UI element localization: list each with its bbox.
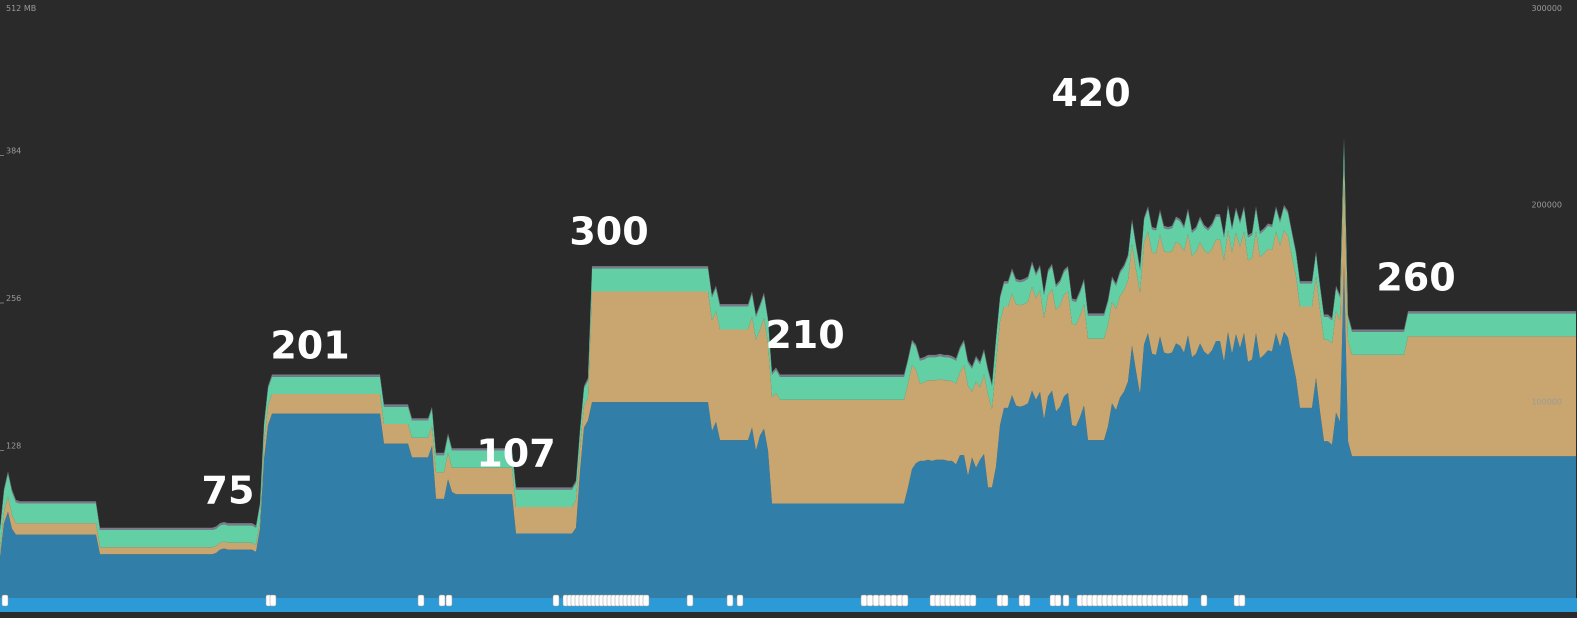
event-marker[interactable] bbox=[860, 594, 868, 607]
event-marker[interactable] bbox=[736, 594, 744, 607]
event-marker[interactable] bbox=[1, 594, 9, 607]
peak-annotation-label: 260 bbox=[1376, 255, 1455, 299]
event-marker[interactable] bbox=[1062, 594, 1070, 607]
series-areas bbox=[0, 137, 1576, 598]
peak-annotation-label: 210 bbox=[765, 313, 844, 357]
annotations: 75 201 107 300 210 420 260 bbox=[202, 71, 1456, 513]
series-area-2 bbox=[0, 162, 1576, 558]
series-area-1 bbox=[0, 263, 1576, 598]
axes: 512 MB 300000 128 256 384 100000 200000 bbox=[0, 4, 1562, 451]
event-marker[interactable] bbox=[269, 594, 277, 607]
event-marker[interactable] bbox=[726, 594, 734, 607]
event-marker[interactable] bbox=[642, 594, 650, 607]
event-marker[interactable] bbox=[884, 594, 892, 607]
event-marker[interactable] bbox=[878, 594, 886, 607]
peak-annotation-label: 201 bbox=[270, 323, 349, 367]
event-marker[interactable] bbox=[1238, 594, 1246, 607]
y-right-top-label: 300000 bbox=[1531, 4, 1562, 13]
event-marker[interactable] bbox=[1181, 594, 1189, 607]
y-left-tick-label: 256 bbox=[6, 294, 21, 303]
y-right-tick-label: 100000 bbox=[1531, 397, 1562, 406]
event-markers[interactable] bbox=[1, 594, 1246, 607]
event-marker[interactable] bbox=[872, 594, 880, 607]
event-marker[interactable] bbox=[686, 594, 694, 607]
event-marker[interactable] bbox=[866, 594, 874, 607]
event-marker[interactable] bbox=[1023, 594, 1031, 607]
peak-annotation-label: 300 bbox=[569, 209, 648, 253]
event-marker[interactable] bbox=[445, 594, 453, 607]
y-left-top-label: 512 MB bbox=[6, 4, 36, 13]
event-marker[interactable] bbox=[969, 594, 977, 607]
peak-annotation-label: 420 bbox=[1051, 71, 1130, 115]
event-marker[interactable] bbox=[1054, 594, 1062, 607]
peak-annotation-label: 107 bbox=[476, 432, 555, 476]
event-marker[interactable] bbox=[417, 594, 425, 607]
event-marker[interactable] bbox=[901, 594, 909, 607]
event-marker[interactable] bbox=[552, 594, 560, 607]
event-marker[interactable] bbox=[890, 594, 898, 607]
series-area-3 bbox=[0, 139, 1576, 551]
event-marker[interactable] bbox=[1200, 594, 1208, 607]
y-right-tick-label: 200000 bbox=[1531, 201, 1562, 210]
timeline-bar[interactable] bbox=[0, 598, 1577, 612]
peak-annotation-label: 75 bbox=[202, 469, 255, 513]
event-marker[interactable] bbox=[1001, 594, 1009, 607]
y-left-tick-label: 128 bbox=[6, 442, 21, 451]
y-left-tick-label: 384 bbox=[6, 147, 21, 156]
event-marker[interactable] bbox=[438, 594, 446, 607]
